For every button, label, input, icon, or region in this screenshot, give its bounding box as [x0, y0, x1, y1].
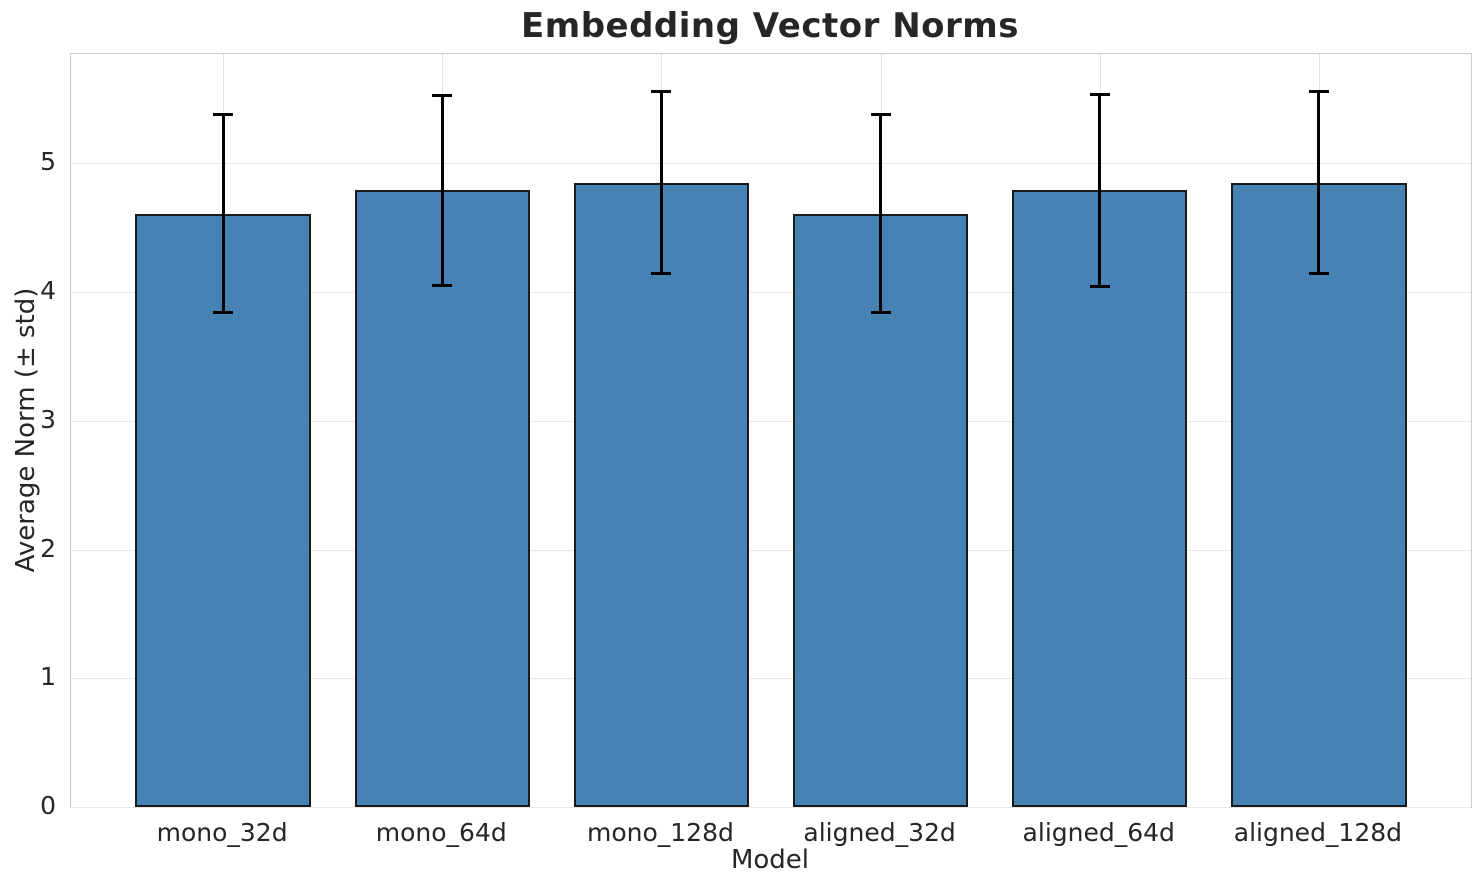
y-tick-label: 2: [40, 533, 56, 563]
error-whisker: [659, 90, 663, 276]
y-gridline: [71, 549, 1471, 551]
plot-area: [70, 53, 1472, 808]
error-bar-aligned_128d: [1308, 90, 1329, 276]
error-bar-aligned_32d: [870, 113, 891, 314]
error-cap-top: [1089, 92, 1110, 96]
y-tick-label: 1: [40, 662, 56, 692]
error-bar-mono_64d: [432, 93, 453, 287]
y-gridline: [71, 420, 1471, 422]
y-tick-label: 0: [40, 791, 56, 820]
error-whisker: [1317, 90, 1321, 276]
error-cap-bottom: [870, 311, 891, 314]
y-gridline: [71, 807, 1471, 808]
y-gridline: [71, 163, 1471, 165]
error-cap-bottom: [432, 283, 453, 287]
error-cap-top: [651, 90, 672, 94]
bar-aligned_128d: [1231, 182, 1407, 807]
x-axis-label: Model: [730, 845, 810, 875]
error-bar-mono_32d: [213, 113, 234, 314]
bar-mono_128d: [573, 182, 750, 807]
y-tick-label: 3: [40, 404, 56, 434]
x-tick-label-mono_128d: mono_128d: [586, 818, 734, 847]
error-cap-bottom: [651, 272, 672, 276]
error-cap-bottom: [213, 311, 234, 314]
error-whisker: [221, 113, 225, 314]
x-tick-label-mono_64d: mono_64d: [375, 818, 507, 847]
y-gridline: [71, 678, 1471, 680]
bar-mono_64d: [354, 190, 530, 807]
error-cap-top: [870, 113, 891, 117]
error-bar-aligned_64d: [1089, 92, 1110, 289]
x-tick-label-aligned_128d: aligned_128d: [1233, 818, 1403, 847]
x-tick-label-mono_32d: mono_32d: [156, 818, 288, 847]
y-axis-label: Average Norm (± std): [11, 287, 41, 573]
error-whisker: [1098, 92, 1102, 289]
y-tick-label: 5: [40, 147, 56, 177]
y-gridline: [71, 292, 1471, 294]
error-cap-top: [213, 113, 234, 117]
error-whisker: [879, 113, 883, 314]
x-tick-label-aligned_64d: aligned_64d: [1022, 818, 1175, 847]
error-bar-mono_128d: [651, 90, 672, 276]
x-tick-label-aligned_32d: aligned_32d: [803, 818, 956, 847]
error-cap-top: [432, 93, 453, 97]
error-cap-top: [1308, 90, 1329, 94]
error-cap-bottom: [1308, 272, 1329, 276]
error-cap-bottom: [1089, 285, 1110, 289]
error-whisker: [440, 93, 444, 287]
chart-title: Embedding Vector Norms: [521, 6, 1019, 46]
y-tick-label: 4: [40, 276, 56, 306]
